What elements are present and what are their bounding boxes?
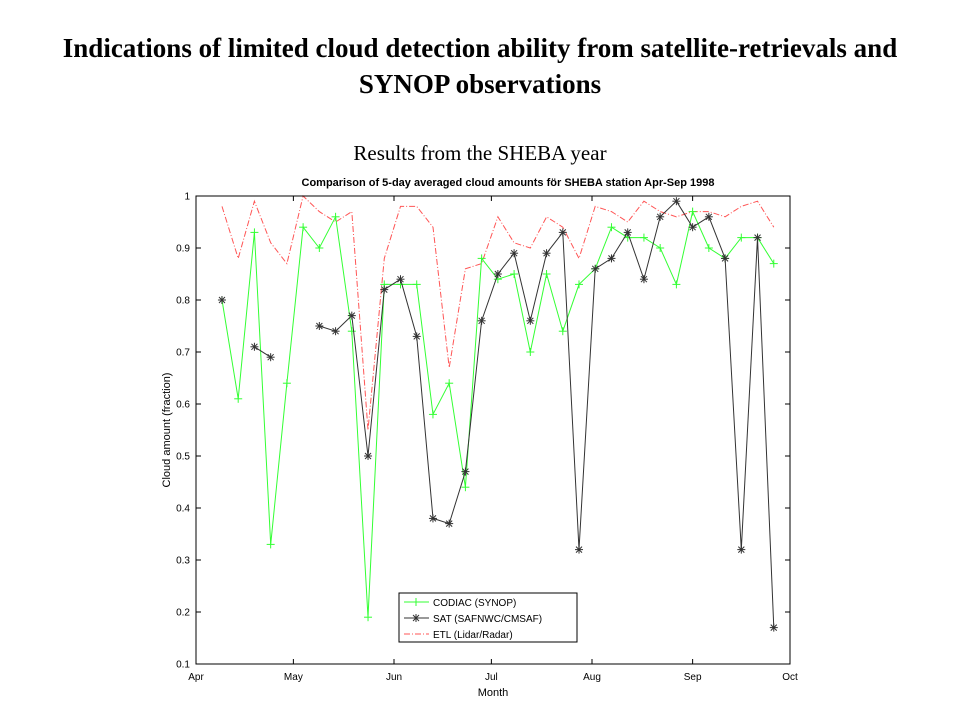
asterisk-marker: [623, 228, 632, 237]
y-tick-label: 0.3: [176, 556, 190, 567]
plus-marker: [266, 540, 275, 549]
plus-marker: [737, 233, 746, 242]
series-line-1: [319, 200, 775, 628]
plus-marker: [558, 327, 567, 336]
asterisk-marker: [217, 296, 226, 304]
x-tick-label: Aug: [583, 672, 601, 683]
legend-label-etl: ETL (Lidar/Radar): [433, 630, 513, 641]
asterisk-marker: [607, 254, 616, 263]
asterisk-marker: [542, 249, 551, 258]
plus-marker: [607, 223, 616, 232]
asterisk-marker: [688, 223, 697, 232]
y-tick-label: 0.4: [176, 504, 190, 515]
x-tick-label: Sep: [684, 672, 702, 683]
asterisk-marker: [250, 342, 259, 351]
plus-marker: [688, 207, 697, 216]
y-tick-label: 0.2: [176, 608, 190, 619]
plus-marker: [639, 233, 648, 242]
asterisk-marker: [493, 270, 502, 278]
y-tick-label: 1: [184, 192, 190, 203]
plus-marker: [315, 244, 324, 252]
asterisk-marker: [639, 275, 648, 284]
x-axis-label: Month: [478, 687, 509, 699]
plus-marker: [704, 244, 713, 252]
asterisk-marker: [656, 212, 665, 221]
y-tick-label: 0.1: [176, 660, 190, 671]
legend-marker-asterisk: [412, 614, 420, 622]
plus-marker: [542, 270, 551, 278]
plus-marker: [234, 394, 243, 403]
plus-marker: [412, 598, 420, 606]
asterisk-marker: [753, 233, 762, 242]
x-tick-label: Jul: [485, 672, 498, 683]
legend-marker-plus: [412, 598, 420, 606]
asterisk-marker: [510, 249, 519, 258]
plot-frame: [195, 195, 791, 665]
asterisk-marker: [575, 545, 584, 554]
tick-labels: 0.1 0.2 0.3 0.4 0.5 0.6 0.7 0.8 0.9 1 Apr May Jun Jul…: [176, 192, 798, 684]
plus-marker: [461, 483, 470, 492]
slide-title: Indications of limited cloud detection a…: [62, 33, 898, 99]
plus-marker: [769, 259, 778, 268]
plot-series: [217, 195, 778, 632]
asterisk-marker: [380, 285, 389, 294]
asterisk-marker: [704, 212, 713, 221]
asterisk-marker: [315, 322, 324, 330]
asterisk-marker: [364, 452, 373, 460]
x-tick-label: Jun: [386, 672, 402, 683]
asterisk-marker: [331, 327, 340, 336]
legend-label-codiac: CODIAC (SYNOP): [433, 598, 516, 609]
asterisk-marker: [412, 614, 420, 622]
asterisk-marker: [477, 316, 486, 325]
asterisk-marker: [558, 228, 567, 237]
plus-marker: [510, 270, 519, 278]
y-tick-label: 0.8: [176, 296, 190, 307]
y-tick-label: 0.5: [176, 452, 190, 463]
plus-marker: [526, 348, 535, 356]
plus-marker: [282, 379, 291, 388]
series-line-2: [221, 195, 775, 431]
plus-marker: [575, 280, 584, 289]
y-tick-label: 0.9: [176, 244, 190, 255]
asterisk-marker: [769, 623, 778, 632]
plus-marker: [364, 613, 373, 622]
asterisk-marker: [461, 467, 470, 476]
plus-marker: [331, 212, 340, 221]
asterisk-marker: [526, 316, 535, 325]
plus-marker: [250, 228, 259, 237]
legend: CODIAC (SYNOP) SAT (SAFNWC/CMSAF) ETL (L…: [398, 592, 578, 643]
plus-marker: [412, 280, 421, 289]
plus-marker: [672, 280, 681, 289]
x-tick-label: May: [284, 672, 303, 683]
plus-marker: [656, 244, 665, 252]
asterisk-marker: [266, 353, 275, 362]
x-tick-label: Apr: [188, 672, 204, 683]
plus-marker: [445, 379, 454, 388]
asterisk-marker: [445, 519, 454, 528]
x-tick-label: Oct: [782, 672, 798, 683]
asterisk-marker: [396, 275, 405, 284]
y-tick-label: 0.6: [176, 400, 190, 411]
asterisk-marker: [737, 545, 746, 554]
plus-marker: [299, 223, 308, 232]
y-axis-label: Cloud amount (fraction): [161, 373, 173, 488]
series-line-1: [254, 346, 271, 358]
axes-ticks: [195, 195, 791, 665]
legend-label-sat: SAT (SAFNWC/CMSAF): [433, 614, 542, 625]
plus-marker: [477, 254, 486, 263]
asterisk-marker: [347, 311, 356, 320]
asterisk-marker: [412, 332, 421, 341]
asterisk-marker: [428, 514, 437, 523]
y-tick-label: 0.7: [176, 348, 190, 359]
plus-marker: [428, 410, 437, 419]
asterisk-marker: [591, 264, 600, 273]
asterisk-marker: [672, 197, 681, 206]
slide-subtitle: Results from the SHEBA year: [353, 141, 607, 165]
chart-title: Comparison of 5-day averaged cloud amoun…: [302, 177, 715, 189]
asterisk-marker: [721, 254, 730, 263]
plus-marker: [347, 327, 356, 336]
